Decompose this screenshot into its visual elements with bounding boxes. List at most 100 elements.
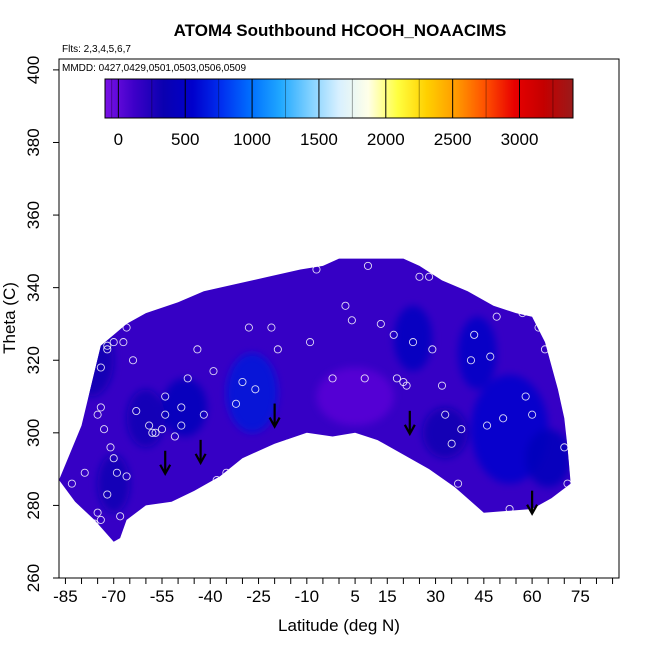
x-tick-label: 60	[523, 587, 542, 606]
observation-point	[67, 479, 76, 488]
down-arrow	[403, 410, 416, 437]
colorbar: 0 500 1000 1500 2000 2500 3000	[104, 78, 574, 149]
observation-point	[499, 414, 508, 423]
observation-point	[103, 490, 112, 499]
observation-point	[112, 468, 121, 477]
x-axis-label: Latitude (deg N)	[278, 616, 400, 635]
observation-point	[103, 345, 112, 354]
x-tick-label: -85	[53, 587, 78, 606]
observation-point	[151, 428, 160, 437]
observation-point	[341, 301, 350, 310]
observation-point	[283, 439, 292, 448]
x-tick-label: 5	[350, 587, 359, 606]
colorbar-tick-label: 2000	[367, 130, 405, 149]
observation-point	[122, 472, 131, 481]
observation-point	[376, 319, 385, 328]
colorbar-tick-label: 3000	[501, 130, 539, 149]
observation-point	[486, 352, 495, 361]
observation-point	[177, 403, 186, 412]
observation-point	[122, 323, 131, 332]
observation-point	[312, 265, 321, 274]
field-feature	[68, 323, 114, 397]
chart-title: ATOM4 Southbound HCOOH_NOAACIMS	[174, 21, 507, 40]
observation-point	[193, 345, 202, 354]
observation-point	[177, 421, 186, 430]
y-tick-label: 280	[24, 491, 43, 519]
observation-point	[109, 454, 118, 463]
observation-point	[454, 479, 463, 488]
x-tick-label: -10	[295, 587, 320, 606]
observation-point	[100, 425, 109, 434]
x-tick-label: 15	[378, 587, 397, 606]
observation-point	[238, 377, 247, 387]
y-tick-label: 320	[24, 346, 43, 374]
observation-point	[437, 381, 447, 390]
observation-point	[157, 425, 167, 434]
x-tick-label: 30	[426, 587, 445, 606]
x-tick-label: 45	[474, 587, 493, 606]
y-axis-label: Theta (C)	[0, 282, 19, 354]
colorbar-tick-label: 500	[171, 130, 199, 149]
field-feature	[422, 407, 468, 459]
colorbar-tick-label: 1500	[300, 130, 338, 149]
heatmap-field	[59, 258, 571, 542]
observation-point	[441, 410, 450, 419]
colorbar-gradient	[105, 79, 573, 118]
observation-point	[96, 363, 105, 372]
observation-point	[161, 392, 170, 401]
observation-point	[328, 374, 337, 383]
observation-point	[222, 468, 231, 477]
observation-point	[392, 374, 401, 383]
observation-point	[273, 345, 282, 354]
x-tick-label: -25	[246, 587, 271, 606]
observation-point	[447, 439, 456, 448]
observation-point	[363, 261, 373, 270]
colorbar-tick-label: 1000	[233, 130, 271, 149]
y-tick-label: 260	[24, 564, 43, 592]
field-feature	[226, 352, 278, 433]
observation-point	[231, 399, 241, 408]
x-tick-label: 75	[571, 587, 590, 606]
field-feature	[97, 454, 130, 513]
down-arrow	[526, 490, 539, 516]
observation-point	[466, 356, 476, 365]
observation-point	[470, 330, 479, 339]
observation-point	[428, 345, 437, 354]
observation-point	[80, 468, 89, 477]
x-axis: -85 -70 -55 -40 -25 -10 5 15 30 45 60 75	[53, 578, 614, 606]
y-tick-label: 380	[24, 128, 43, 156]
y-tick-label: 360	[24, 201, 43, 229]
flights-note: Flts: 2,3,4,5,6,7	[62, 44, 131, 55]
observation-point	[251, 385, 260, 394]
y-axis: 260 280 300 320 340 360 380 400	[24, 56, 59, 592]
direction-arrows	[159, 403, 539, 516]
down-arrow	[268, 403, 281, 429]
field-feature	[126, 389, 166, 448]
observation-point	[518, 309, 527, 318]
observation-point	[106, 443, 115, 452]
observation-point	[96, 515, 105, 524]
x-tick-label: -55	[150, 587, 175, 606]
observation-point	[128, 356, 138, 365]
observation-point	[360, 374, 369, 383]
observation-point	[563, 479, 572, 488]
y-tick-label: 340	[24, 273, 43, 301]
observation-point	[521, 392, 530, 401]
observation-point	[212, 475, 221, 485]
field-feature	[458, 316, 497, 390]
observation-point	[96, 403, 105, 412]
observation-point	[389, 330, 398, 339]
observation-point	[90, 519, 99, 528]
colorbar-tick-label: 2500	[434, 130, 472, 149]
observation-point	[109, 338, 118, 347]
observation-point	[161, 410, 170, 419]
observation-point	[257, 454, 266, 463]
colorbar-frame	[104, 78, 574, 119]
observation-point	[540, 345, 550, 354]
observation-point	[534, 323, 543, 332]
observation-markers	[67, 261, 572, 546]
observation-point	[347, 316, 356, 325]
colorbar-tick-label: 0	[114, 130, 123, 149]
down-arrow	[159, 450, 172, 477]
